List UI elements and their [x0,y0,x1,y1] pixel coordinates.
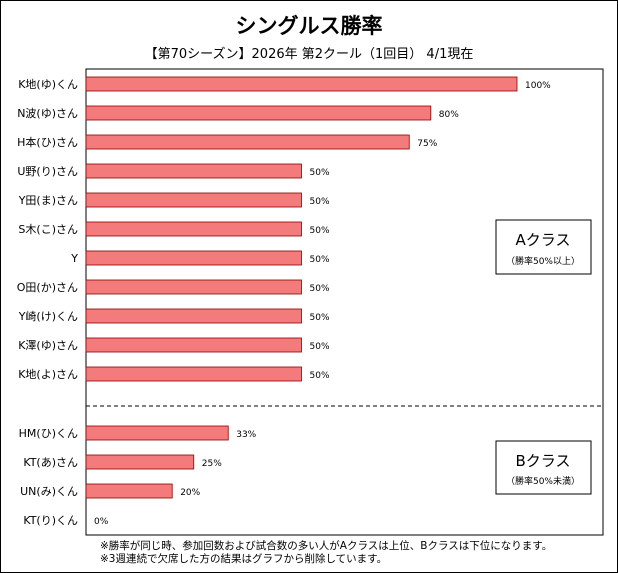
category-label: Y田(ま)さん [18,194,78,207]
category-label: K地(よ)さん [18,368,78,381]
category-label: Y崎(け)くん [18,309,78,323]
category-label: O田(か)さん [17,281,78,294]
bar [85,308,302,324]
bar [85,366,302,382]
data-label: 75% [417,139,437,149]
data-label: 50% [310,284,330,294]
category-label: Y [70,252,78,265]
bar [85,105,432,121]
class-b-label: Bクラス [516,452,571,470]
category-label: HM(ひ)くん [19,427,78,440]
footnote-1: ※勝率が同じ時、参加回数および試合数の多い人がAクラスは上位、Bクラスは下位にな… [100,540,553,552]
bar [85,163,302,179]
category-label: K澤(ゆ)さん [18,339,78,352]
footnotes: ※勝率が同じ時、参加回数および試合数の多い人がAクラスは上位、Bクラスは下位にな… [100,540,552,566]
data-label: 25% [202,459,222,469]
bar [85,76,518,92]
data-label: 50% [310,226,330,236]
data-label: 50% [310,342,330,352]
class-b-box: Bクラス （勝率50%未満） [495,440,592,495]
bar [85,221,302,237]
bar [85,279,302,295]
category-label: UN(み)くん [20,485,78,498]
data-label: 33% [236,430,256,440]
class-a-box: Aクラス （勝率50%以上） [495,219,592,275]
data-label: 50% [310,313,330,323]
data-label: 50% [310,197,330,207]
data-label: 50% [310,255,330,265]
bar [85,425,229,441]
category-label: N波(ゆ)さん [17,107,78,120]
bar [85,192,302,208]
bar [85,337,302,353]
category-label: K地(ゆ)くん [18,78,78,91]
category-label: KT(り)くん [23,514,78,527]
data-label: 50% [310,168,330,178]
chart-subtitle: 【第70シーズン】2026年 第2クール（1回目） 4/1現在 [144,47,474,62]
category-label: S木(こ)さん [18,223,78,236]
plot-area [85,68,604,536]
class-a-label: Aクラス [516,231,571,249]
data-label: 0% [94,517,109,527]
category-label: H本(ひ)さん [17,135,78,149]
data-label: 80% [439,110,459,120]
data-label: 20% [180,488,200,498]
bar [85,134,410,150]
category-label: U野(り)さん [17,165,78,178]
category-label: KT(あ)さん [23,456,78,469]
chart-title: シングルス勝率 [235,14,383,38]
data-label: 100% [525,81,551,91]
bar [85,483,173,499]
class-a-note: （勝率50%以上） [506,255,580,267]
data-label: 50% [310,371,330,381]
bar [85,250,302,266]
footnote-2: ※3週連続で欠席した方の結果はグラフから削除しています。 [100,553,388,565]
class-b-note: （勝率50%未満） [506,475,580,487]
bar [85,454,195,470]
